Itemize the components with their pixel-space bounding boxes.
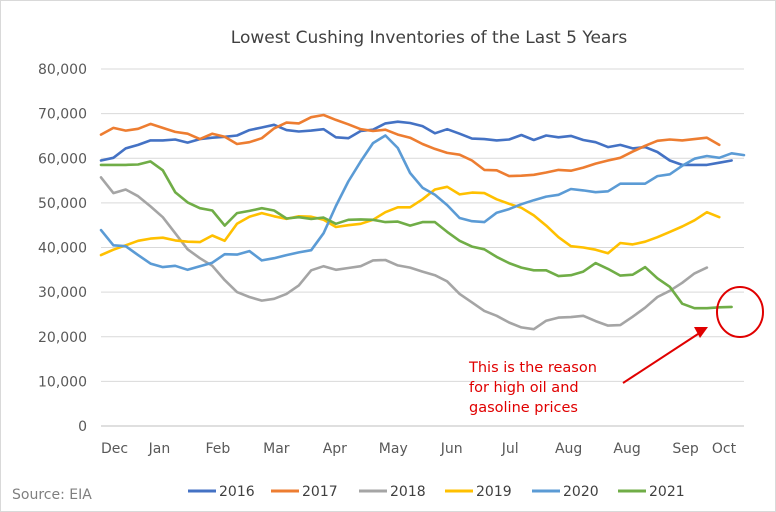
x-tick-label: May	[379, 441, 408, 457]
annotation-line-2: for high oil and	[469, 380, 579, 396]
legend-label-2017: 2017	[302, 484, 338, 500]
annotation-line-1: This is the reason	[468, 360, 597, 376]
source-label: Source: EIA	[12, 487, 92, 503]
y-axis: 0 10,000 20,000 30,000 40,000 50,000 60,000 70,…	[38, 62, 87, 435]
legend-label-2019: 2019	[476, 484, 512, 500]
y-tick-label: 70,000	[38, 107, 87, 123]
series-line-2019	[99, 185, 721, 257]
legend: 2016 2017 2018 2019 2020 2021	[188, 484, 685, 500]
annotation-arrow-line	[622, 333, 699, 384]
series-line-2016	[99, 120, 733, 167]
x-tick-label: Jun	[440, 441, 463, 457]
series-line-2021	[99, 160, 733, 310]
series-lines	[99, 113, 746, 331]
y-tick-label: 20,000	[38, 330, 87, 346]
y-tick-label: 40,000	[38, 241, 87, 257]
x-tick-label: Oct	[712, 441, 737, 457]
series-line-2020	[99, 134, 746, 272]
x-tick-label: Dec	[101, 441, 128, 457]
legend-label-2020: 2020	[563, 484, 599, 500]
x-tick-label: Aug	[613, 441, 640, 457]
x-tick-label: Aug	[555, 441, 582, 457]
legend-label-2016: 2016	[219, 484, 255, 500]
annotation-line-3: gasoline prices	[469, 400, 578, 416]
x-tick-label: Jan	[148, 441, 171, 457]
y-tick-label: 10,000	[38, 374, 87, 390]
x-tick-label: Mar	[263, 441, 290, 457]
x-tick-label: Jul	[501, 441, 519, 457]
legend-label-2018: 2018	[390, 484, 426, 500]
y-tick-label: 80,000	[38, 62, 87, 78]
x-axis: Dec Jan Feb Mar Apr May Jun Jul Aug Aug Sep Oct	[101, 425, 744, 457]
series-line-2018	[99, 176, 709, 331]
x-tick-label: Sep	[672, 441, 699, 457]
legend-label-2021: 2021	[649, 484, 685, 500]
y-tick-label: 30,000	[38, 285, 87, 301]
y-tick-label: 50,000	[38, 196, 87, 212]
gridlines	[101, 68, 744, 382]
chart-title: Lowest Cushing Inventories of the Last 5…	[231, 28, 628, 48]
x-tick-label: Apr	[323, 441, 347, 457]
y-tick-label: 60,000	[38, 151, 87, 167]
annotation-arrowhead	[694, 327, 708, 338]
highlight-circle	[716, 286, 764, 338]
series-line-2017	[99, 113, 721, 178]
y-tick-label: 0	[78, 419, 87, 435]
x-tick-label: Feb	[206, 441, 231, 457]
